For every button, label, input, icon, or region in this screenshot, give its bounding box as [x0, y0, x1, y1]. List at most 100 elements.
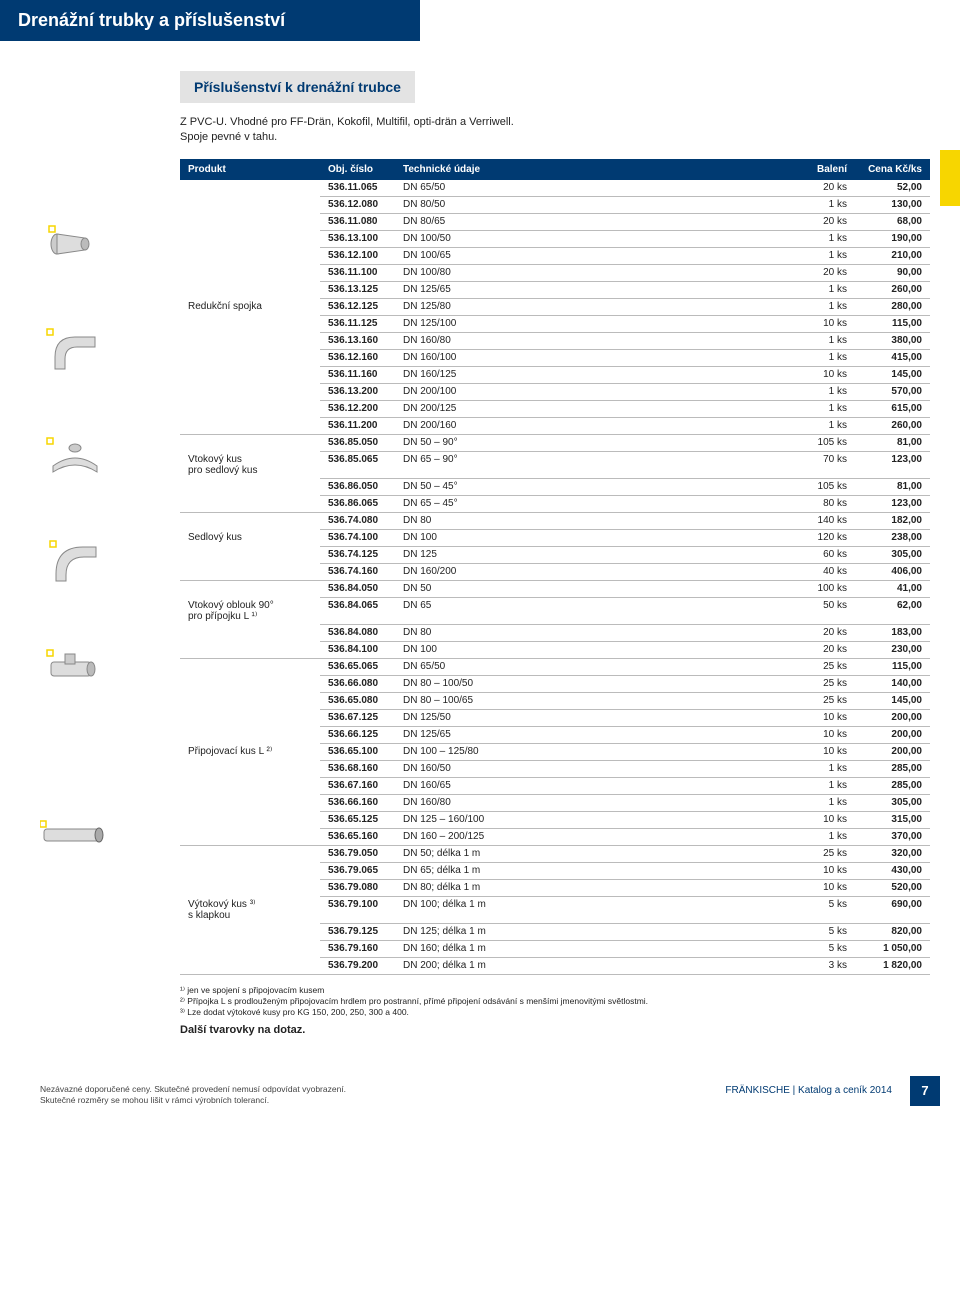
table-row: 536.11.200DN 200/1601 ks260,00: [180, 417, 930, 434]
cell-obj: 536.65.080: [320, 692, 395, 709]
cell-obj: 536.68.160: [320, 760, 395, 777]
cell-baleni: 20 ks: [785, 624, 855, 641]
cell-produkt: [180, 366, 320, 383]
cell-baleni: 10 ks: [785, 366, 855, 383]
cell-baleni: 1 ks: [785, 349, 855, 366]
table-row: 536.13.160DN 160/801 ks380,00: [180, 332, 930, 349]
table-row: 536.66.125DN 125/6510 ks200,00: [180, 726, 930, 743]
cell-produkt: [180, 213, 320, 230]
cell-baleni: 70 ks: [785, 451, 855, 478]
cell-obj: 536.66.080: [320, 675, 395, 692]
cell-tech: DN 160/80: [395, 332, 785, 349]
table-row: 536.11.100DN 100/8020 ks90,00: [180, 264, 930, 281]
table-row: 536.79.080DN 80; délka 1 m10 ks520,00: [180, 879, 930, 896]
cell-cena: 520,00: [855, 879, 930, 896]
table-row: 536.79.125DN 125; délka 1 m5 ks820,00: [180, 923, 930, 940]
col-cena: Cena Kč/ks: [855, 159, 930, 180]
table-row: Připojovací kus L ²⁾536.65.100DN 100 – 1…: [180, 743, 930, 760]
cell-produkt: [180, 180, 320, 197]
cell-obj: 536.12.100: [320, 247, 395, 264]
cell-cena: 115,00: [855, 315, 930, 332]
col-produkt: Produkt: [180, 159, 320, 180]
cell-tech: DN 125; délka 1 m: [395, 923, 785, 940]
cell-baleni: 5 ks: [785, 923, 855, 940]
cell-tech: DN 65/50: [395, 658, 785, 675]
table-body: 536.11.065DN 65/5020 ks52,00536.12.080DN…: [180, 180, 930, 975]
page-title: Drenážní trubky a příslušenství: [0, 0, 420, 41]
side-accent-tab: [940, 150, 960, 206]
cell-tech: DN 80: [395, 624, 785, 641]
cell-cena: 41,00: [855, 580, 930, 597]
table-row: 536.12.160DN 160/1001 ks415,00: [180, 349, 930, 366]
cell-tech: DN 80: [395, 512, 785, 529]
cell-obj: 536.79.100: [320, 896, 395, 923]
cell-tech: DN 125/80: [395, 298, 785, 315]
cell-cena: 90,00: [855, 264, 930, 281]
cell-baleni: 1 ks: [785, 760, 855, 777]
cell-produkt: [180, 923, 320, 940]
cell-produkt: [180, 862, 320, 879]
cell-produkt: [180, 400, 320, 417]
cell-baleni: 10 ks: [785, 726, 855, 743]
table-row: 536.74.080DN 80140 ks182,00: [180, 512, 930, 529]
page-footer: Nezávazné doporučené ceny. Skutečné prov…: [0, 1076, 960, 1124]
cell-cena: 320,00: [855, 845, 930, 862]
footer-line-1: Nezávazné doporučené ceny. Skutečné prov…: [40, 1084, 346, 1095]
table-header: Produkt Obj. číslo Technické údaje Balen…: [180, 159, 930, 180]
footnotes: ¹⁾ jen ve spojení s připojovacím kusem ²…: [180, 985, 960, 1018]
table-row: 536.84.050DN 50100 ks41,00: [180, 580, 930, 597]
cell-baleni: 1 ks: [785, 828, 855, 845]
col-obj: Obj. číslo: [320, 159, 395, 180]
cell-produkt: [180, 546, 320, 563]
cell-obj: 536.79.200: [320, 957, 395, 974]
table-row: 536.12.100DN 100/651 ks210,00: [180, 247, 930, 264]
section-heading: Příslušenství k drenážní trubce: [180, 71, 415, 103]
intro-text: Z PVC-U. Vhodné pro FF-Drän, Kokofil, Mu…: [180, 115, 960, 145]
cell-baleni: 10 ks: [785, 811, 855, 828]
cell-cena: 190,00: [855, 230, 930, 247]
cell-obj: 536.65.065: [320, 658, 395, 675]
cell-produkt: [180, 230, 320, 247]
table-row: Sedlový kus536.74.100DN 100120 ks238,00: [180, 529, 930, 546]
cell-obj: 536.67.125: [320, 709, 395, 726]
cell-obj: 536.74.160: [320, 563, 395, 580]
cell-obj: 536.79.065: [320, 862, 395, 879]
cell-tech: DN 65 – 90°: [395, 451, 785, 478]
intro-line-2: Spoje pevné v tahu.: [180, 131, 277, 143]
table-row: 536.79.050DN 50; délka 1 m25 ks320,00: [180, 845, 930, 862]
cell-obj: 536.13.125: [320, 281, 395, 298]
cell-cena: 285,00: [855, 777, 930, 794]
table-row: Vtokový oblouk 90° pro přípojku L ¹⁾536.…: [180, 597, 930, 624]
cell-tech: DN 50 – 45°: [395, 478, 785, 495]
inlet-piece-icon: [40, 325, 110, 375]
cell-obj: 536.66.125: [320, 726, 395, 743]
cell-obj: 536.65.100: [320, 743, 395, 760]
cell-produkt: [180, 247, 320, 264]
cell-tech: DN 100/65: [395, 247, 785, 264]
table-row: 536.11.125DN 125/10010 ks115,00: [180, 315, 930, 332]
cell-baleni: 20 ks: [785, 641, 855, 658]
cell-obj: 536.84.080: [320, 624, 395, 641]
cell-cena: 1 820,00: [855, 957, 930, 974]
table-row: 536.66.160DN 160/801 ks305,00: [180, 794, 930, 811]
cell-tech: DN 160/100: [395, 349, 785, 366]
table-row: 536.13.125DN 125/651 ks260,00: [180, 281, 930, 298]
outlet-flap-icon: [40, 809, 110, 859]
cell-tech: DN 65; délka 1 m: [395, 862, 785, 879]
cell-obj: 536.65.160: [320, 828, 395, 845]
cell-tech: DN 200/100: [395, 383, 785, 400]
cell-produkt: [180, 709, 320, 726]
cell-tech: DN 160/200: [395, 563, 785, 580]
cell-baleni: 120 ks: [785, 529, 855, 546]
cell-produkt: [180, 495, 320, 512]
cell-obj: 536.79.160: [320, 940, 395, 957]
table-row: 536.65.160DN 160 – 200/1251 ks370,00: [180, 828, 930, 845]
cell-obj: 536.11.100: [320, 264, 395, 281]
cell-baleni: 105 ks: [785, 434, 855, 451]
cell-baleni: 1 ks: [785, 298, 855, 315]
table-row: 536.65.080DN 80 – 100/6525 ks145,00: [180, 692, 930, 709]
cell-produkt: Připojovací kus L ²⁾: [180, 743, 320, 760]
table-row: 536.74.125DN 12560 ks305,00: [180, 546, 930, 563]
cell-cena: 570,00: [855, 383, 930, 400]
cell-produkt: [180, 264, 320, 281]
